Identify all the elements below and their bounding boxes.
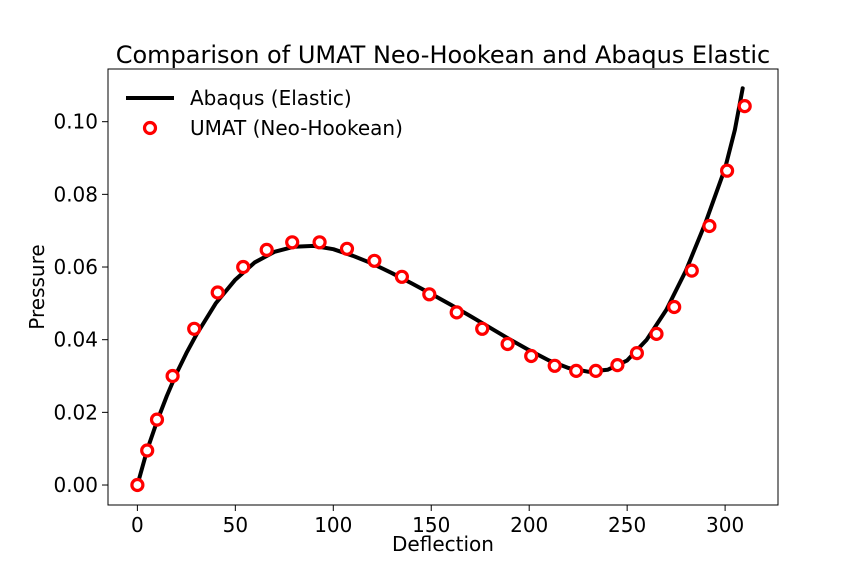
x-tick-label: 50 xyxy=(223,513,248,537)
chart-title: Comparison of UMAT Neo-Hookean and Abaqu… xyxy=(116,41,771,69)
data-point-umat xyxy=(339,241,355,256)
data-point-umat xyxy=(449,305,464,320)
data-point-umat xyxy=(236,259,251,275)
y-tick-label: 0.04 xyxy=(53,328,98,352)
data-point-umat xyxy=(702,218,717,234)
y-tick-label: 0.08 xyxy=(53,182,98,206)
x-axis: 0 50 100 150 200 250 300 xyxy=(131,505,744,537)
legend-label-umat: UMAT (Neo-Hookean) xyxy=(190,116,403,140)
x-tick-label: 100 xyxy=(314,513,352,537)
legend-marker-umat xyxy=(142,120,158,136)
data-point-umat xyxy=(500,336,515,352)
x-axis-label: Deflection xyxy=(392,532,494,556)
y-tick-label: 0.10 xyxy=(53,110,98,134)
data-point-umat xyxy=(475,321,490,336)
x-tick-label: 250 xyxy=(608,513,646,537)
data-point-umat xyxy=(367,253,382,268)
y-tick-label: 0.02 xyxy=(53,400,98,424)
data-point-umat xyxy=(667,299,682,315)
data-point-umat xyxy=(569,363,584,378)
data-point-umat xyxy=(130,477,145,493)
data-point-umat xyxy=(140,443,155,458)
data-point-umat xyxy=(165,368,180,384)
data-point-umat xyxy=(610,358,625,373)
x-tick-label: 200 xyxy=(510,513,548,537)
x-tick-label: 150 xyxy=(412,513,450,537)
y-axis: 0.00 0.02 0.04 0.06 0.08 0.10 xyxy=(53,110,108,497)
data-point-umat xyxy=(629,346,645,361)
data-point-umat xyxy=(259,242,274,257)
data-point-umat xyxy=(149,412,165,427)
data-point-umat xyxy=(187,321,202,336)
y-tick-label: 0.00 xyxy=(53,473,98,497)
data-point-umat xyxy=(285,235,300,250)
data-point-umat xyxy=(524,348,539,364)
data-point-umat xyxy=(422,287,437,302)
y-tick-label: 0.06 xyxy=(53,255,98,279)
data-point-umat xyxy=(719,163,735,178)
x-tick-label: 300 xyxy=(706,513,744,537)
y-axis-label: Pressure xyxy=(25,244,49,329)
data-point-umat xyxy=(394,269,409,284)
data-point-umat xyxy=(737,98,752,114)
data-point-umat xyxy=(684,263,699,278)
plot-frame xyxy=(107,68,779,506)
data-point-umat xyxy=(649,326,664,341)
data-point-umat xyxy=(210,285,225,300)
data-point-umat xyxy=(547,358,562,373)
legend-label-abaqus: Abaqus (Elastic) xyxy=(190,86,352,110)
legend: Abaqus (Elastic) UMAT (Neo-Hookean) xyxy=(126,86,403,140)
x-tick-label: 0 xyxy=(131,513,144,537)
plot-area xyxy=(130,86,752,493)
series-line-abaqus xyxy=(135,86,745,487)
data-point-umat xyxy=(588,363,603,378)
data-point-umat xyxy=(312,235,327,250)
